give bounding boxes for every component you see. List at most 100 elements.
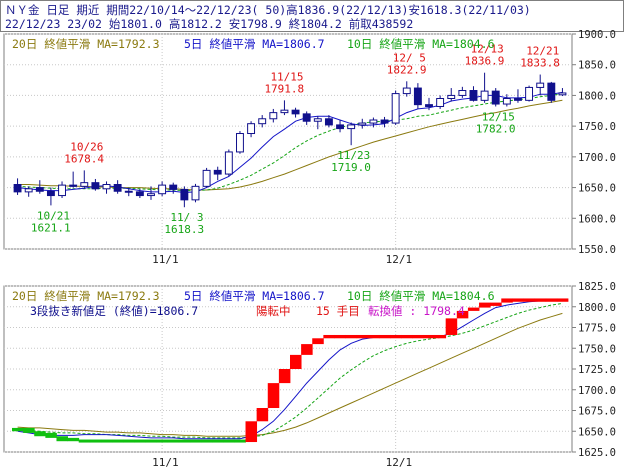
subtitle-part: 3段抜き新値足 (終値)=1806.7 <box>30 304 198 318</box>
break-brick <box>312 338 324 345</box>
candle-body <box>213 169 222 175</box>
candle-body <box>13 184 22 193</box>
candle-body <box>180 188 189 201</box>
subtitle-part: 15 手目 <box>316 304 360 318</box>
annotation-date: 10/26 <box>70 140 103 153</box>
break-brick <box>301 344 313 355</box>
candle-body <box>558 92 567 96</box>
candle-body <box>135 191 144 197</box>
candle-body <box>24 188 33 193</box>
break-brick <box>523 298 536 302</box>
break-brick <box>323 334 335 339</box>
candle-body <box>458 90 467 96</box>
header-line-latest: 22/12/23 23/02 始1801.0 高1812.2 安1798.9 終… <box>5 17 414 31</box>
break-brick <box>201 439 213 443</box>
candle-body <box>491 90 500 105</box>
y-tick-label: 1550.0 <box>578 244 616 256</box>
annotation-value: 1833.8 <box>520 57 560 70</box>
y-tick-label: 1800.0 <box>578 90 616 102</box>
annotation-value: 1719.0 <box>331 161 371 174</box>
annotation-value: 1822.9 <box>387 63 427 76</box>
candle-body <box>469 90 478 101</box>
candle-body <box>547 82 556 101</box>
y-tick-label: 1900.0 <box>578 29 616 41</box>
candle-body <box>413 87 422 106</box>
annotation-date: 12/13 <box>471 43 504 56</box>
annotation-value: 1618.3 <box>164 223 204 236</box>
subtitle-part: 陽転中 <box>256 304 291 318</box>
candle-body <box>91 182 100 190</box>
break-brick <box>401 334 413 339</box>
break-brick <box>434 334 447 339</box>
y-tick-label: 1600.0 <box>578 213 616 225</box>
x-tick-label: 11/1 <box>152 253 179 266</box>
break-brick <box>445 318 458 335</box>
candle-body <box>369 119 378 124</box>
candle-body <box>191 185 200 201</box>
break-brick <box>367 334 380 339</box>
candle-body <box>202 169 211 187</box>
annotation-value: 1782.0 <box>476 122 516 135</box>
break-brick <box>12 427 24 432</box>
candle-body <box>269 112 278 120</box>
candle-body <box>436 98 445 107</box>
x-tick-label: 12/1 <box>386 456 413 469</box>
break-brick <box>45 432 57 438</box>
y-tick-label: 1750.0 <box>578 343 616 355</box>
candle-body <box>247 123 256 135</box>
break-brick <box>534 298 547 302</box>
break-brick <box>490 302 502 306</box>
candle-body <box>158 184 167 195</box>
candle-body <box>147 193 155 197</box>
break-brick <box>512 298 524 302</box>
candle-body <box>280 109 289 114</box>
break-brick <box>167 439 180 443</box>
candle-body <box>402 87 411 95</box>
candle-body <box>358 122 367 126</box>
annotation-date: 12/21 <box>526 45 559 58</box>
annotation-value: 1678.4 <box>64 152 104 165</box>
ma20-line <box>17 312 563 437</box>
break-brick <box>356 334 369 339</box>
candle-body <box>347 124 356 130</box>
legend-entry: 10日 終値平滑 MA=1804.6 <box>347 37 495 51</box>
candle-body <box>69 184 78 187</box>
break-brick <box>189 439 202 443</box>
panel-2: 1825.0 1800.0 1775.0 1750.0 1725.0 1700.0 1675… <box>3 281 616 469</box>
break-brick <box>479 302 491 308</box>
break-brick <box>412 334 424 339</box>
candle-body <box>525 86 534 101</box>
break-brick <box>112 439 124 443</box>
y-tick-label: 1625.0 <box>578 447 616 459</box>
candle-body <box>380 119 389 124</box>
y-tick-label: 1850.0 <box>578 60 616 72</box>
break-brick <box>178 439 191 443</box>
candle-body <box>324 118 333 126</box>
candle-body <box>224 151 233 175</box>
break-brick <box>256 408 269 422</box>
annotation-value: 1836.9 <box>465 55 505 68</box>
annotation-value: 1791.8 <box>264 82 304 95</box>
break-brick <box>501 298 513 303</box>
break-brick <box>290 354 302 369</box>
chart-header: ＮＹ金 日足 期近 期間22/10/14～22/12/23( 50)高1836.… <box>0 0 624 32</box>
x-tick-label: 11/1 <box>152 456 179 469</box>
ma5-line <box>17 300 563 440</box>
candle-body <box>502 98 511 105</box>
y-tick-label: 1700.0 <box>578 152 616 164</box>
break-brick <box>556 298 569 302</box>
break-brick <box>278 369 291 384</box>
break-brick <box>23 427 35 433</box>
annotation-date: 12/ 5 <box>393 51 426 64</box>
y-tick-label: 1650.0 <box>578 426 616 438</box>
break-brick <box>234 439 246 443</box>
x-tick-label: 12/1 <box>386 253 413 266</box>
y-tick-label: 1725.0 <box>578 364 616 376</box>
break-brick <box>134 439 146 443</box>
y-tick-label: 1700.0 <box>578 385 616 397</box>
annotation-date: 11/15 <box>270 70 303 83</box>
candle-body <box>447 94 456 100</box>
annotation-date: 10/21 <box>37 209 70 222</box>
break-brick <box>456 310 469 319</box>
